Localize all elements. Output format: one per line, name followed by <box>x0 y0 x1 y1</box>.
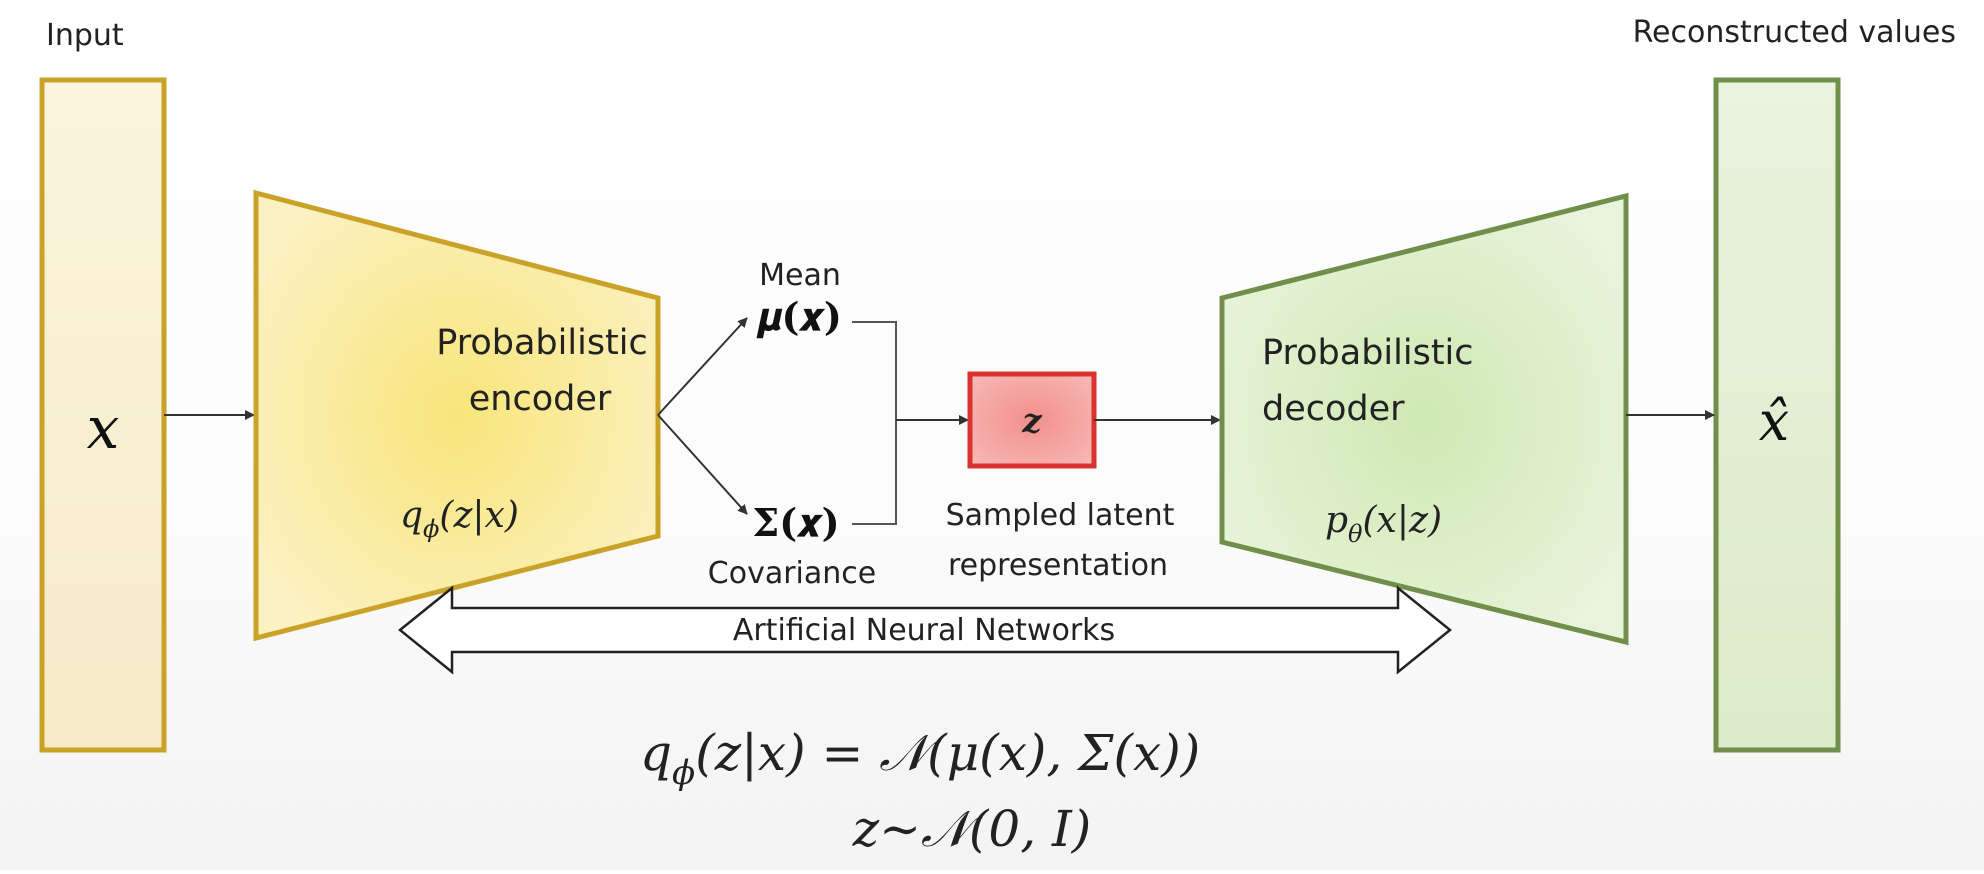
eq1-sub: ϕ <box>672 753 695 793</box>
arrow-encoder-to-covariance <box>657 414 748 515</box>
decoder-func-p: p <box>1325 500 1348 541</box>
equation-prior: z∼𝒩(0, I) <box>852 800 1092 858</box>
decoder-label-line1: Probabilistic <box>1262 333 1474 373</box>
mean-symbol: 𝝁(𝒙) <box>756 294 842 339</box>
encoder-label-line1: Probabilistic <box>436 323 648 363</box>
eq1-rest: (z|x) = 𝒩(μ(x), Σ(x)) <box>695 724 1200 782</box>
covariance-label: Covariance <box>708 556 876 591</box>
encoder-label-line2: encoder <box>469 379 612 419</box>
decoder-trapezoid <box>1219 192 1629 646</box>
encoder-func-q: q <box>400 495 423 536</box>
output-xhat-symbol: x̂ <box>1759 390 1789 453</box>
sampled-label-line1: Sampled latent <box>946 498 1175 533</box>
encoder-func-sub: ϕ <box>423 515 439 543</box>
ann-label: Artificial Neural Networks <box>733 613 1115 648</box>
input-x-symbol: x <box>87 394 120 462</box>
mean-connector <box>852 321 897 420</box>
decoder-function: pθ(x|z) <box>1325 500 1442 548</box>
encoder-trapezoid <box>253 189 661 642</box>
encoder-function: qϕ(z|x) <box>400 495 519 543</box>
covariance-symbol: 𝚺(𝒙) <box>752 500 839 545</box>
arrow-encoder-to-mean <box>657 317 748 416</box>
encoder-func-args: (z|x) <box>439 495 519 536</box>
z-box <box>967 371 1097 469</box>
covariance-connector <box>852 420 897 525</box>
decoder-label-line2: decoder <box>1262 389 1405 429</box>
sampled-label-line2: representation <box>948 548 1168 583</box>
reconstructed-label: Reconstructed values <box>1633 15 1956 50</box>
input-block <box>39 77 167 753</box>
eq1-q: q <box>640 724 672 782</box>
input-label: Input <box>46 18 124 53</box>
equation-posterior: qϕ(z|x) = 𝒩(μ(x), Σ(x)) <box>640 724 1200 793</box>
decoder-func-args: (x|z) <box>1363 500 1443 541</box>
decoder-func-sub: θ <box>1348 520 1363 548</box>
output-block <box>1713 77 1841 753</box>
ann-double-arrow <box>398 585 1452 675</box>
mean-label: Mean <box>759 258 841 293</box>
z-symbol: z <box>1021 401 1042 441</box>
